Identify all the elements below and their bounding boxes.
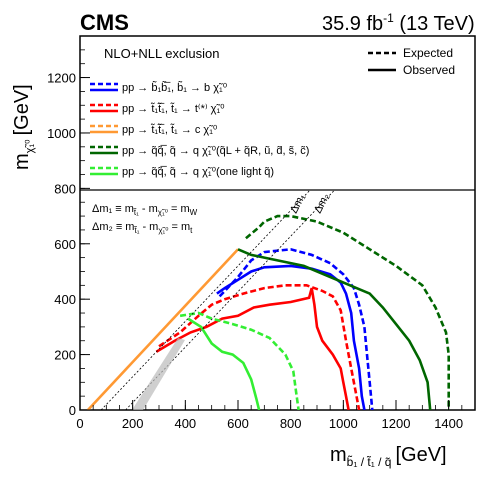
- x-axis-title: mb̃₁ / t̃₁ / q̃ [GeV]: [330, 444, 447, 469]
- legend-observed-label: Observed: [403, 63, 455, 77]
- x-tick-label: 1400: [434, 416, 463, 431]
- x-tick-label: 600: [227, 416, 249, 431]
- dm2-definition: Δm₂ ≡ mt̃₁ - mχ̃₁⁰ = mt: [92, 221, 193, 235]
- x-tick-label: 1200: [382, 416, 411, 431]
- y-tick-label: 0: [69, 403, 76, 418]
- x-tick-label: 200: [122, 416, 144, 431]
- curve-group: [86, 190, 451, 410]
- curve-squark1_obs: [187, 317, 261, 410]
- y-tick-label: 1200: [47, 71, 76, 86]
- y-tick-label: 600: [54, 237, 76, 252]
- y-tick-label: 400: [54, 292, 76, 307]
- curve-squark8_exp: [245, 214, 451, 410]
- legend-entries: pp → b̃₁b̃̅₁, b̃₁ → b χ̃₁⁰ pp → t̃₁t̃̅₁, …: [90, 81, 309, 178]
- curve-stop_t_exp: [158, 283, 361, 410]
- curve-dm2_line: [125, 190, 336, 410]
- curve-stop_c_obs: [86, 248, 239, 410]
- y-tick-label: 200: [54, 348, 76, 363]
- curve-stop_t_obs: [155, 287, 350, 410]
- dm2-line-label: Δm₂: [312, 191, 332, 215]
- x-tick-label: 0: [76, 416, 83, 431]
- legend-entry-label: pp → t̃₁t̃̅₁, t̃₁ → c χ̃₁⁰: [122, 123, 218, 136]
- y-axis-ticks: 0 200 400 600 800 1000 1200: [47, 35, 90, 418]
- legend-entry-label: pp → q̃q̃̅, q̃ → q χ̃₁⁰(one light q̃): [122, 166, 274, 178]
- x-tick-label: 400: [174, 416, 196, 431]
- curve-sbottom_obs: [216, 264, 366, 410]
- curve-squark8_obs: [237, 248, 432, 410]
- experiment-label: CMS: [80, 10, 129, 35]
- y-axis-title: mχ̃₁⁰[GeV]: [11, 84, 36, 170]
- legend-expected-label: Expected: [403, 46, 453, 60]
- diagonal-band: [132, 338, 185, 410]
- x-tick-label: 800: [280, 416, 302, 431]
- legend-entry-label: pp → q̃q̃̅, q̃ → q χ̃₁⁰(q̃L + q̃R, ũ, d̃…: [122, 145, 309, 157]
- y-tick-label: 1000: [47, 126, 76, 141]
- curve-dm1_line: [100, 190, 311, 410]
- curve-sbottom_exp: [218, 247, 374, 410]
- legend-entry-label: pp → t̃₁t̃̅₁, t̃₁ → t⁽*⁾ χ̃₁⁰: [122, 102, 225, 115]
- y-tick-label: 800: [54, 181, 76, 196]
- legend-entry-label: pp → b̃₁b̃̅₁, b̃₁ → b χ̃₁⁰: [122, 81, 228, 94]
- x-tick-label: 1000: [329, 416, 358, 431]
- luminosity-label: 35.9 fb-1 (13 TeV): [322, 11, 475, 35]
- legend-title: NLO+NLL exclusion: [104, 46, 220, 61]
- curve-squark1_exp: [179, 311, 300, 410]
- x-axis-ticks: 0 200 400 600 800 1000 1200 1400: [76, 400, 476, 431]
- dm1-definition: Δm₁ ≡ mt̃₁ - mχ̃₁⁰ = mW: [92, 203, 198, 217]
